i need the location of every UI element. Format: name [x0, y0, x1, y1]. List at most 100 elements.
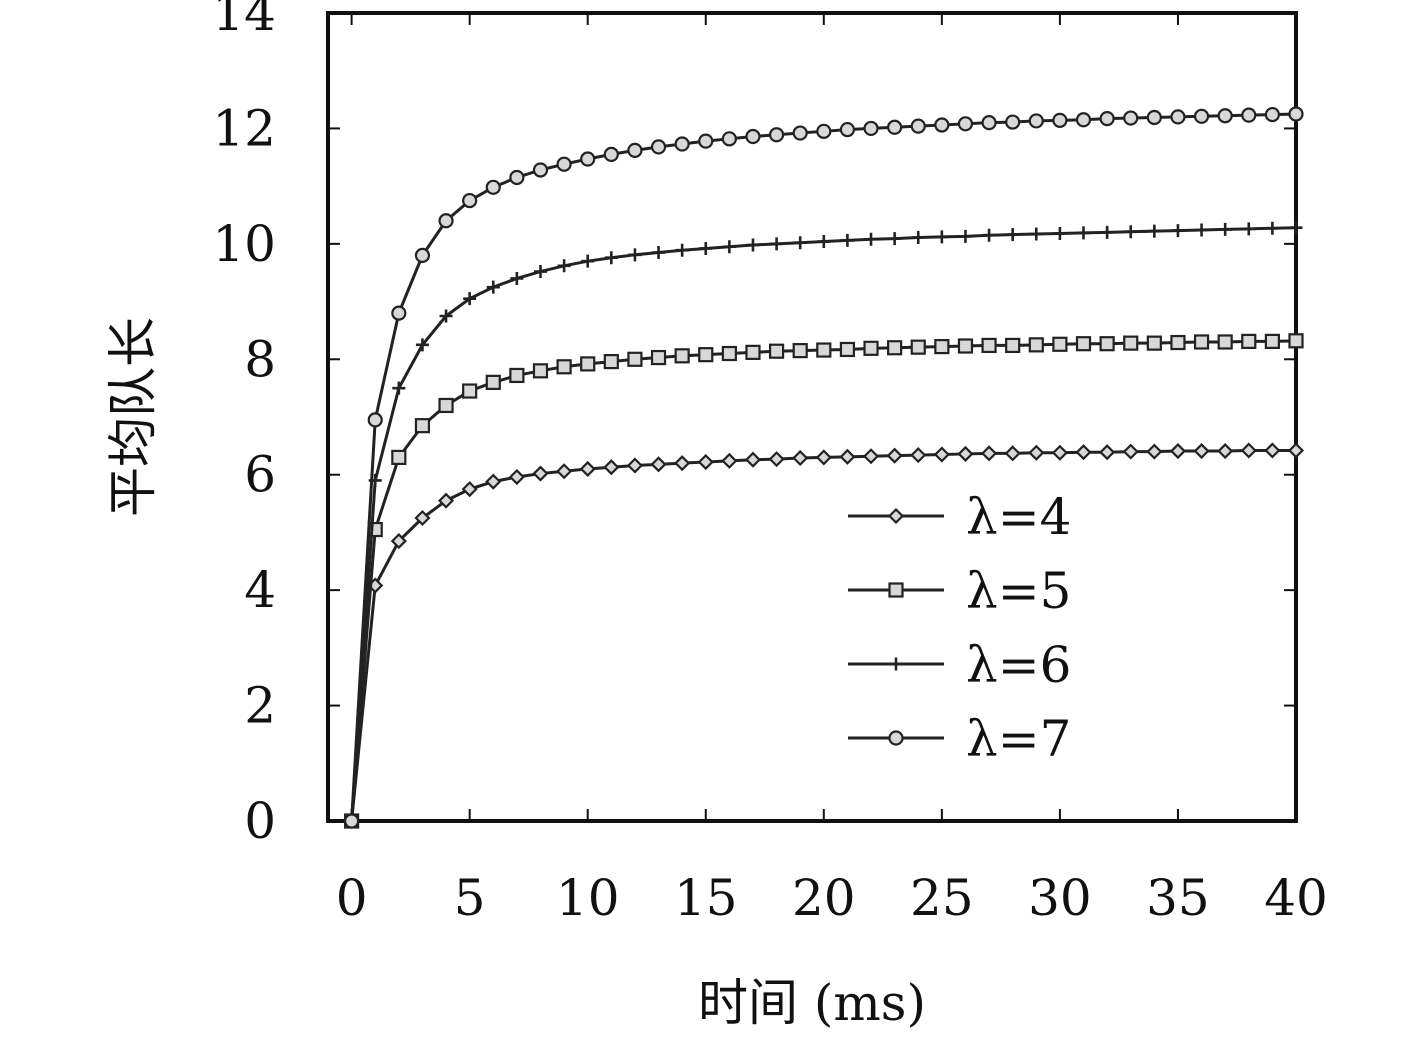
- axis-ticks: [328, 12, 1297, 822]
- data-point-diamond: [556, 463, 573, 480]
- data-point-plus: [510, 271, 524, 285]
- data-point-square: [888, 582, 904, 598]
- data-point-plus: [1100, 225, 1114, 239]
- data-point-square: [438, 397, 454, 414]
- data-point-diamond: [1240, 442, 1257, 459]
- data-point-square: [1052, 336, 1068, 352]
- x-tick-label: 20: [792, 869, 856, 927]
- data-point-circle: [768, 127, 785, 143]
- data-point-square: [1170, 334, 1186, 351]
- data-point-square: [1217, 334, 1233, 350]
- x-tick-label: 15: [674, 869, 738, 927]
- x-tick-label: 40: [1264, 869, 1328, 927]
- data-point-diamond: [1146, 443, 1163, 460]
- data-point-plus: [817, 235, 831, 249]
- data-point-square: [462, 383, 478, 399]
- data-point-square: [532, 363, 549, 379]
- data-point-plus: [911, 231, 925, 245]
- data-point-square: [414, 418, 431, 434]
- x-tick-label: 5: [454, 869, 486, 927]
- data-point-square: [627, 351, 643, 367]
- data-point-diamond: [1099, 444, 1116, 461]
- data-point-diamond: [1122, 443, 1139, 460]
- plot-frame: [326, 11, 1298, 823]
- data-point-square: [957, 338, 974, 354]
- data-point-circle: [650, 139, 667, 155]
- data-point-circle: [532, 162, 549, 178]
- data-point-circle: [934, 117, 950, 133]
- data-point-circle: [1241, 107, 1257, 123]
- data-point-plus: [888, 232, 902, 246]
- data-point-square: [863, 340, 879, 356]
- data-point-plus: [889, 657, 903, 671]
- legend: λ=4 λ=5 λ=6 λ=7: [848, 488, 1071, 768]
- data-point-plus: [486, 280, 500, 294]
- data-point-circle: [1052, 112, 1068, 128]
- data-point-plus: [746, 238, 760, 252]
- data-point-circle: [367, 412, 383, 428]
- data-point-circle: [981, 115, 997, 131]
- data-point-diamond: [887, 507, 905, 525]
- data-point-plus: [1242, 222, 1256, 236]
- data-point-plus: [840, 233, 854, 247]
- data-point-circle: [745, 128, 761, 145]
- data-point-diamond: [674, 455, 691, 472]
- data-point-square: [910, 339, 926, 355]
- data-point-plus: [415, 338, 429, 352]
- data-point-diamond: [1287, 442, 1305, 459]
- data-point-plus: [864, 232, 878, 246]
- data-point-circle: [957, 116, 974, 132]
- data-point-diamond: [981, 445, 998, 462]
- data-point-square: [981, 337, 997, 354]
- data-point-plus: [439, 309, 453, 323]
- x-axis-title: 时间 (ms): [698, 974, 926, 1032]
- data-point-diamond: [650, 456, 667, 473]
- data-point-circle: [887, 119, 903, 135]
- data-point-square: [934, 338, 950, 355]
- data-point-circle: [863, 120, 879, 137]
- data-point-circle: [485, 179, 501, 195]
- data-point-circle: [556, 156, 572, 172]
- data-point-square: [603, 353, 619, 370]
- data-point-square: [1005, 337, 1021, 354]
- data-point-square: [768, 343, 785, 359]
- data-point-square: [792, 343, 808, 359]
- data-point-plus: [1289, 221, 1303, 235]
- x-tick-label: 30: [1028, 869, 1092, 927]
- data-point-diamond: [1004, 445, 1021, 462]
- data-point-diamond: [697, 453, 714, 471]
- data-point-plus: [1218, 222, 1232, 236]
- data-point-square: [816, 342, 832, 358]
- data-point-diamond: [508, 468, 525, 486]
- data-point-diamond: [815, 449, 832, 466]
- data-point-diamond: [1193, 442, 1210, 460]
- data-point-diamond: [603, 459, 620, 476]
- data-point-plus: [581, 254, 595, 268]
- data-point-square: [1099, 336, 1115, 352]
- data-point-circle: [1217, 108, 1233, 124]
- series-2: [344, 333, 1304, 829]
- data-point-plus: [770, 237, 784, 251]
- data-point-square: [650, 349, 667, 366]
- data-point-diamond: [910, 447, 927, 464]
- data-point-plus: [1077, 226, 1091, 240]
- data-point-diamond: [1028, 444, 1045, 461]
- data-point-plus: [1029, 227, 1043, 241]
- data-point-plus: [533, 265, 547, 279]
- data-point-circle: [391, 305, 407, 321]
- data-point-circle: [1123, 110, 1139, 126]
- data-point-square: [1123, 335, 1139, 351]
- data-point-plus: [628, 248, 642, 262]
- data-point-circle: [603, 146, 619, 162]
- y-tick-label: 4: [244, 561, 276, 619]
- x-tick-label: 25: [910, 869, 974, 927]
- data-point-circle: [698, 133, 714, 149]
- data-point-plus: [793, 236, 807, 250]
- data-point-circle: [509, 169, 525, 186]
- y-tick-label: 8: [244, 330, 276, 388]
- data-point-plus: [1265, 221, 1279, 235]
- data-point-diamond: [1075, 444, 1092, 461]
- data-point-diamond: [839, 448, 856, 465]
- data-point-diamond: [1264, 442, 1281, 459]
